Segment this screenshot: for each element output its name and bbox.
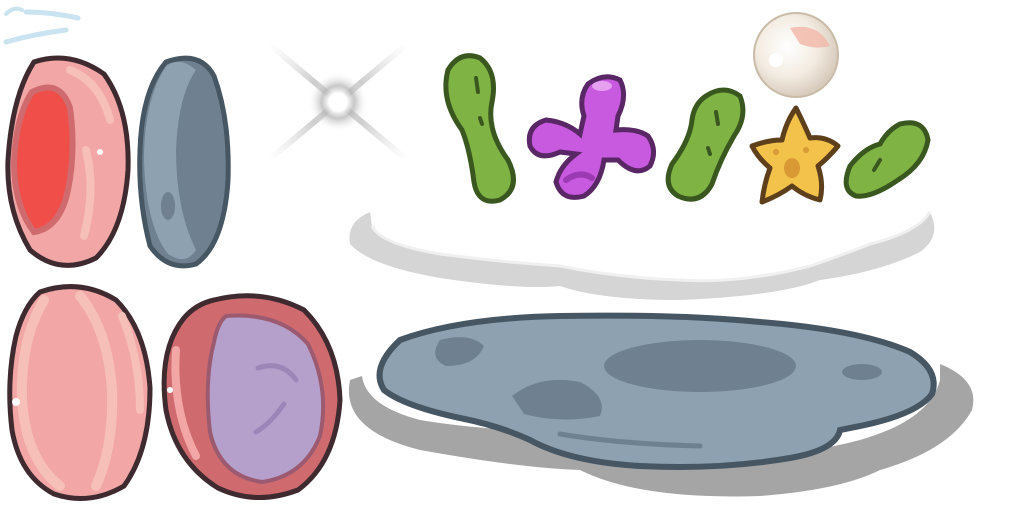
clam-shell-open-red	[5, 55, 131, 268]
clam-shell-closed	[7, 284, 153, 501]
pearl	[753, 12, 839, 98]
stone-platform	[376, 312, 937, 470]
stone-disc-side	[137, 55, 231, 269]
platform-rim-shadow	[349, 211, 935, 300]
clam-shell-open-lavender	[161, 293, 343, 500]
water-glint	[3, 6, 81, 45]
kelp-strand-small	[665, 87, 746, 202]
light-sparkle	[267, 41, 409, 163]
yellow-starfish	[749, 105, 841, 205]
kelp-strand	[443, 53, 516, 204]
purple-coral	[526, 74, 656, 200]
platform-shadow	[348, 364, 974, 497]
kelp-strand-curled	[843, 120, 931, 199]
